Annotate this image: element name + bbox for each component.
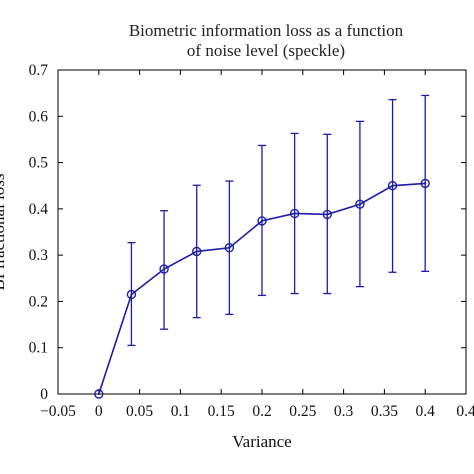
x-axis-ticks: −0.05 0 0.05 0.1 0.15 0.2 0.25 0.3 0.35 0.4 0.4 — [40, 70, 474, 420]
data-point-center — [358, 203, 362, 206]
y-tick-label: 0.6 — [29, 108, 49, 125]
data-point-marker — [94, 389, 104, 399]
data-point-center — [228, 246, 231, 249]
x-tick-label: 0.05 — [126, 403, 153, 420]
data-point-center — [195, 250, 198, 253]
data-point-center — [162, 267, 166, 271]
y-axis-ticks: 0 0.1 0.2 0.3 0.4 0.5 0.6 0.7 — [29, 62, 466, 403]
data-point-center — [424, 182, 427, 185]
data-point-center — [391, 184, 394, 187]
data-point-marker — [192, 246, 202, 257]
data-point-center — [260, 219, 264, 222]
data-point-center — [130, 293, 133, 296]
data-point-marker — [420, 178, 430, 189]
data-point-marker — [322, 209, 332, 220]
data-point-center — [293, 212, 296, 215]
data-point-marker — [355, 199, 365, 209]
y-tick-label: 0 — [40, 386, 48, 403]
data-point-marker — [289, 208, 300, 219]
y-tick-label: 0.7 — [29, 62, 49, 79]
series-layer — [94, 94, 430, 399]
x-tick-label: 0.1 — [171, 403, 190, 420]
y-tick-label: 0.4 — [29, 201, 49, 218]
x-tick-label: 0.2 — [252, 403, 271, 420]
x-tick-label: 0.15 — [208, 403, 235, 420]
data-point-marker — [257, 216, 267, 226]
x-tick-label: 0.4 — [456, 403, 474, 420]
x-tick-label: 0.3 — [334, 403, 354, 420]
data-point-marker — [126, 289, 137, 300]
x-tick-label: 0.4 — [416, 403, 436, 420]
x-tick-label: −0.05 — [40, 403, 76, 420]
y-tick-label: 0.5 — [29, 155, 49, 172]
data-point-marker — [387, 181, 398, 191]
x-tick-label: 0.35 — [371, 403, 398, 420]
chart-title: Biometric information loss as a function… — [129, 21, 404, 60]
x-axis-label: Variance — [232, 432, 291, 451]
data-point-center — [97, 392, 100, 396]
y-tick-label: 0.3 — [29, 247, 49, 264]
data-point-center — [326, 213, 329, 216]
data-point-marker — [159, 264, 169, 274]
x-tick-label: 0 — [95, 403, 103, 420]
chart-title-line-1: Biometric information loss as a function — [129, 21, 404, 40]
y-tick-label: 0.1 — [29, 340, 48, 357]
y-axis-label: BI fractional loss — [0, 173, 8, 290]
chart-title-line-2: of noise level (speckle) — [187, 41, 345, 60]
y-tick-label: 0.2 — [29, 293, 48, 310]
x-tick-label: 0.25 — [289, 403, 316, 420]
data-point-marker — [224, 243, 235, 253]
